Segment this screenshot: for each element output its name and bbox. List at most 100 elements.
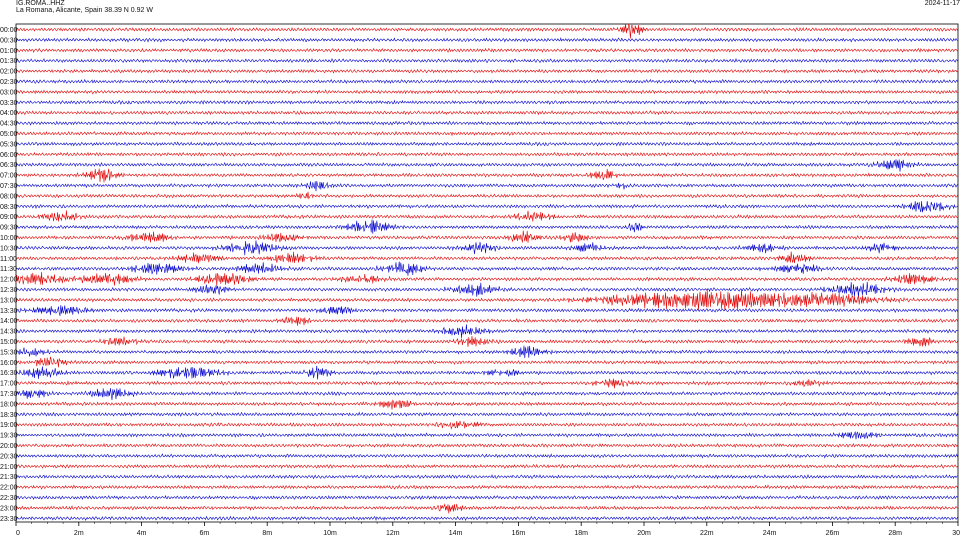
trace-line: [15, 494, 958, 501]
x-tick-label: 18m: [574, 530, 588, 537]
row-time-label: 11:00: [0, 256, 17, 263]
x-tick-label: 16m: [512, 530, 526, 537]
trace-line: [15, 57, 958, 64]
trace-line: [15, 356, 958, 368]
trace-line: [15, 200, 958, 213]
trace-line: [15, 78, 958, 84]
station-location: La Romana, Alicante, Spain 38.39 N 0.92 …: [16, 7, 153, 14]
row-time-label: 02:00: [0, 69, 18, 76]
trace-line: [15, 120, 958, 126]
station-title: IG.ROMA..HHZ: [16, 0, 65, 7]
trace-line: [15, 210, 958, 222]
row-time-label: 02:30: [0, 79, 18, 86]
x-tick-label: 12m: [386, 530, 400, 537]
row-time-label: 09:00: [0, 214, 18, 221]
trace-line: [15, 316, 958, 326]
trace-line: [15, 515, 958, 522]
x-tick-label: 14m: [449, 530, 463, 537]
trace-line: [15, 89, 958, 95]
trace-line: [15, 335, 958, 347]
row-time-label: 03:00: [0, 89, 18, 96]
x-tick-label: 0: [16, 530, 20, 537]
trace-line: [15, 388, 958, 401]
row-time-label: 06:30: [0, 162, 18, 169]
trace-line: [15, 109, 958, 116]
row-time-label: 20:00: [0, 443, 18, 450]
row-time-label: 00:30: [0, 37, 18, 44]
trace-line: [15, 68, 958, 74]
x-tick-label: 28m: [888, 530, 902, 537]
x-tick-label: 2m: [74, 530, 84, 537]
row-time-label: 12:30: [0, 287, 18, 294]
trace-line: [15, 219, 958, 234]
plot-border: [15, 23, 959, 523]
trace-line: [15, 473, 958, 480]
x-tick-label: 22m: [700, 530, 714, 537]
x-tick-label: 26m: [826, 530, 840, 537]
trace-line: [15, 47, 958, 53]
row-time-label: 01:00: [0, 48, 18, 55]
row-time-label: 04:00: [0, 110, 18, 117]
trace-line: [15, 151, 958, 158]
row-time-label: 21:00: [0, 464, 18, 471]
trace-line: [15, 324, 958, 338]
trace-line: [15, 411, 958, 417]
trace-line: [15, 288, 958, 311]
x-tick-label: 10m: [323, 530, 337, 537]
row-time-label: 05:30: [0, 141, 18, 148]
row-time-label: 14:00: [0, 318, 18, 325]
row-time-label: 18:30: [0, 412, 18, 419]
row-label-group: 00:00 00:30 01:00 01:30 02:00 02:30 03:00 03:30…: [0, 27, 18, 523]
row-time-label: 19:00: [0, 422, 18, 429]
row-time-label: 01:30: [0, 58, 18, 65]
x-axis: 0 2m 4m 6m 8m 10m 12m 14m 16m 18m 20m 22m 24m 26m 28m 3…: [15, 522, 960, 537]
x-tick-label: 8m: [262, 530, 272, 537]
row-time-label: 06:00: [0, 152, 18, 159]
trace-line: [15, 181, 958, 192]
row-time-label: 07:00: [0, 173, 18, 180]
trace-line: [15, 130, 958, 137]
trace-line: [15, 271, 958, 286]
trace-line: [15, 191, 958, 200]
plot-frame: [15, 23, 959, 523]
row-time-label: 08:30: [0, 204, 18, 211]
row-time-label: 16:30: [0, 370, 18, 377]
trace-line: [15, 484, 958, 490]
trace-line: [15, 159, 958, 172]
row-time-label: 07:30: [0, 183, 18, 190]
x-tick-label: 30: [952, 530, 960, 537]
row-time-label: 19:30: [0, 433, 18, 440]
trace-line: [15, 378, 958, 389]
trace-line: [15, 240, 958, 256]
trace-line: [15, 442, 958, 449]
trace-group: [15, 23, 958, 522]
row-time-label: 13:00: [0, 297, 18, 304]
row-time-label: 12:00: [0, 277, 18, 284]
row-time-label: 00:00: [0, 27, 18, 34]
row-time-label: 17:00: [0, 381, 18, 388]
row-time-label: 17:30: [0, 391, 18, 398]
row-time-label: 15:00: [0, 339, 18, 346]
trace-line: [15, 463, 958, 470]
trace-line: [15, 281, 958, 298]
row-time-label: 09:30: [0, 225, 18, 232]
row-time-label: 18:00: [0, 401, 18, 408]
row-time-label: 10:00: [0, 235, 18, 242]
row-time-label: 05:00: [0, 131, 18, 138]
trace-line: [15, 453, 958, 459]
row-time-label: 22:00: [0, 485, 18, 492]
trace-line: [15, 420, 958, 430]
trace-line: [15, 37, 958, 43]
trace-line: [15, 230, 958, 243]
row-time-label: 15:30: [0, 349, 18, 356]
row-time-label: 21:30: [0, 474, 18, 481]
x-tick-label: 24m: [763, 530, 777, 537]
x-tick-label: 6m: [200, 530, 210, 537]
trace-line: [15, 399, 958, 410]
trace-line: [15, 503, 958, 514]
row-time-label: 11:30: [0, 266, 17, 273]
row-time-label: 20:30: [0, 453, 18, 460]
trace-line: [15, 261, 958, 276]
trace-line: [15, 168, 958, 183]
